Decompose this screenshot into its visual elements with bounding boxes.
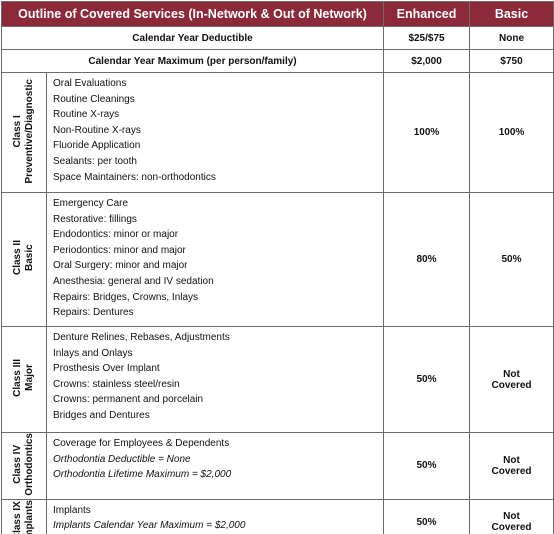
basic-value-text: Not Covered [491,368,532,391]
service-item: Repairs: Bridges, Crowns, Inlays [53,291,199,303]
class-name: Class I [12,114,23,148]
class-label: Class III Major [1,326,47,433]
service-item: Prosthesis Over Implant [53,363,160,375]
basic-value: $750 [469,49,554,73]
class-name: Class III [12,359,23,397]
class-category: Major [24,364,35,392]
enhanced-value: 50% [383,498,471,534]
service-item: Non-Routine X-rays [53,124,141,136]
basic-value-text: Not Covered [491,511,532,534]
service-item: Endodontics: minor or major [53,229,179,241]
service-note: Orthodontia Lifetime Maximum = $2,000 [53,469,232,481]
service-note: Implants Calendar Year Maximum = $2,000 [53,520,246,532]
services: Oral Evaluations Routine Cleanings Routine… [45,72,385,193]
service-item: Inlays and Onlays [53,347,133,359]
service-item: Oral Evaluations [53,78,127,89]
service-item: Crowns: stainless steel/resin [53,378,180,390]
services: Implants Implants Calendar Year Maximum =… [45,498,385,534]
basic-value: Not Covered [469,432,554,500]
column-header: Enhanced [383,1,471,27]
class-row: Class II Basic Emergency Care Restorative: … [1,192,554,327]
table-title: Outline of Covered Services (In-Network … [0,1,385,27]
class-label: Class II Basic [1,192,47,327]
basic-value: Not Covered [469,326,554,433]
service-item: Bridges and Dentures [53,409,150,421]
class-row: Class I Preventive/Diagnostic Oral Evaluat… [1,72,554,193]
service-note: Orthodontia Deductible = None [53,453,191,465]
summary-label: Calendar Year Deductible [0,26,385,50]
service-item: Anesthesia: general and IV sedation [53,275,214,287]
column-header: Basic [469,1,554,27]
service-item: Emergency Care [53,198,129,209]
enhanced-value: 50% [383,432,471,500]
service-item: Routine X-rays [53,109,120,121]
class-category: Orthodontics [24,433,35,496]
service-item: Crowns: permanent and porcelain [53,394,204,406]
service-item: Fluoride Application [53,140,141,152]
service-item: Repairs: Dentures [53,307,134,319]
summary-row: Calendar Year Maximum (per person/family… [0,49,554,73]
table-body: Calendar Year Deductible $25/$75 None Calen… [0,26,554,534]
service-item: Coverage for Employees & Dependents [53,438,230,449]
class-row: Class IV Orthodontics Coverage for Employe… [1,432,554,500]
service-item: Periodontics: minor and major [53,244,186,256]
class-name: Class IX [12,501,23,534]
class-label-text: Class IX Implants [12,500,36,534]
summary-label: Calendar Year Maximum (per person/family… [0,49,385,73]
services: Emergency Care Restorative: fillings Endod… [45,192,385,327]
class-label-text: Class I Preventive/Diagnostic [12,79,36,183]
basic-value: Not Covered [469,498,554,534]
service-item: Sealants: per tooth [53,155,137,167]
class-row: Class IX Implants Implants Implants Calenda… [1,498,554,534]
class-row: Class III Major Denture Relines, Rebases, … [1,326,554,433]
service-item: Oral Surgery: minor and major [53,260,188,272]
class-label: Class IV Orthodontics [1,432,47,500]
enhanced-value: $2,000 [383,49,471,73]
enhanced-value: 80% [383,192,471,327]
class-label: Class IX Implants [1,498,47,534]
class-category: Basic [24,244,35,272]
services: Denture Relines, Rebases, Adjustments Inl… [45,326,385,433]
class-label: Class I Preventive/Diagnostic [1,72,47,193]
enhanced-value: $25/$75 [383,26,471,50]
enhanced-value: 50% [383,326,471,433]
class-category: Preventive/Diagnostic [24,78,35,184]
service-item: Denture Relines, Rebases, Adjustments [53,332,230,343]
class-label-text: Class II Basic [12,240,36,275]
header-row: Outline of Covered Services (In-Network … [0,1,554,27]
class-label-text: Class III Major [12,359,36,397]
basic-value: 100% [469,72,554,193]
service-item: Space Maintainers: non-orthodontics [53,171,216,183]
basic-value: 50% [469,192,554,327]
basic-value-text: 100% [498,127,525,138]
class-category: Implants [24,500,35,534]
service-item: Routine Cleanings [53,93,135,105]
basic-value: None [469,26,554,50]
basic-value-text: 50% [501,254,522,265]
class-name: Class IV [12,444,23,484]
class-name: Class II [12,240,23,276]
basic-value-text: Not Covered [491,454,532,477]
enhanced-value: 100% [383,72,471,193]
class-label-text: Class IV Orthodontics [12,433,36,496]
services: Coverage for Employees & Dependents Ortho… [45,432,385,500]
service-item: Restorative: fillings [53,213,137,225]
service-item: Implants [53,504,91,516]
summary-row: Calendar Year Deductible $25/$75 None [0,26,554,50]
